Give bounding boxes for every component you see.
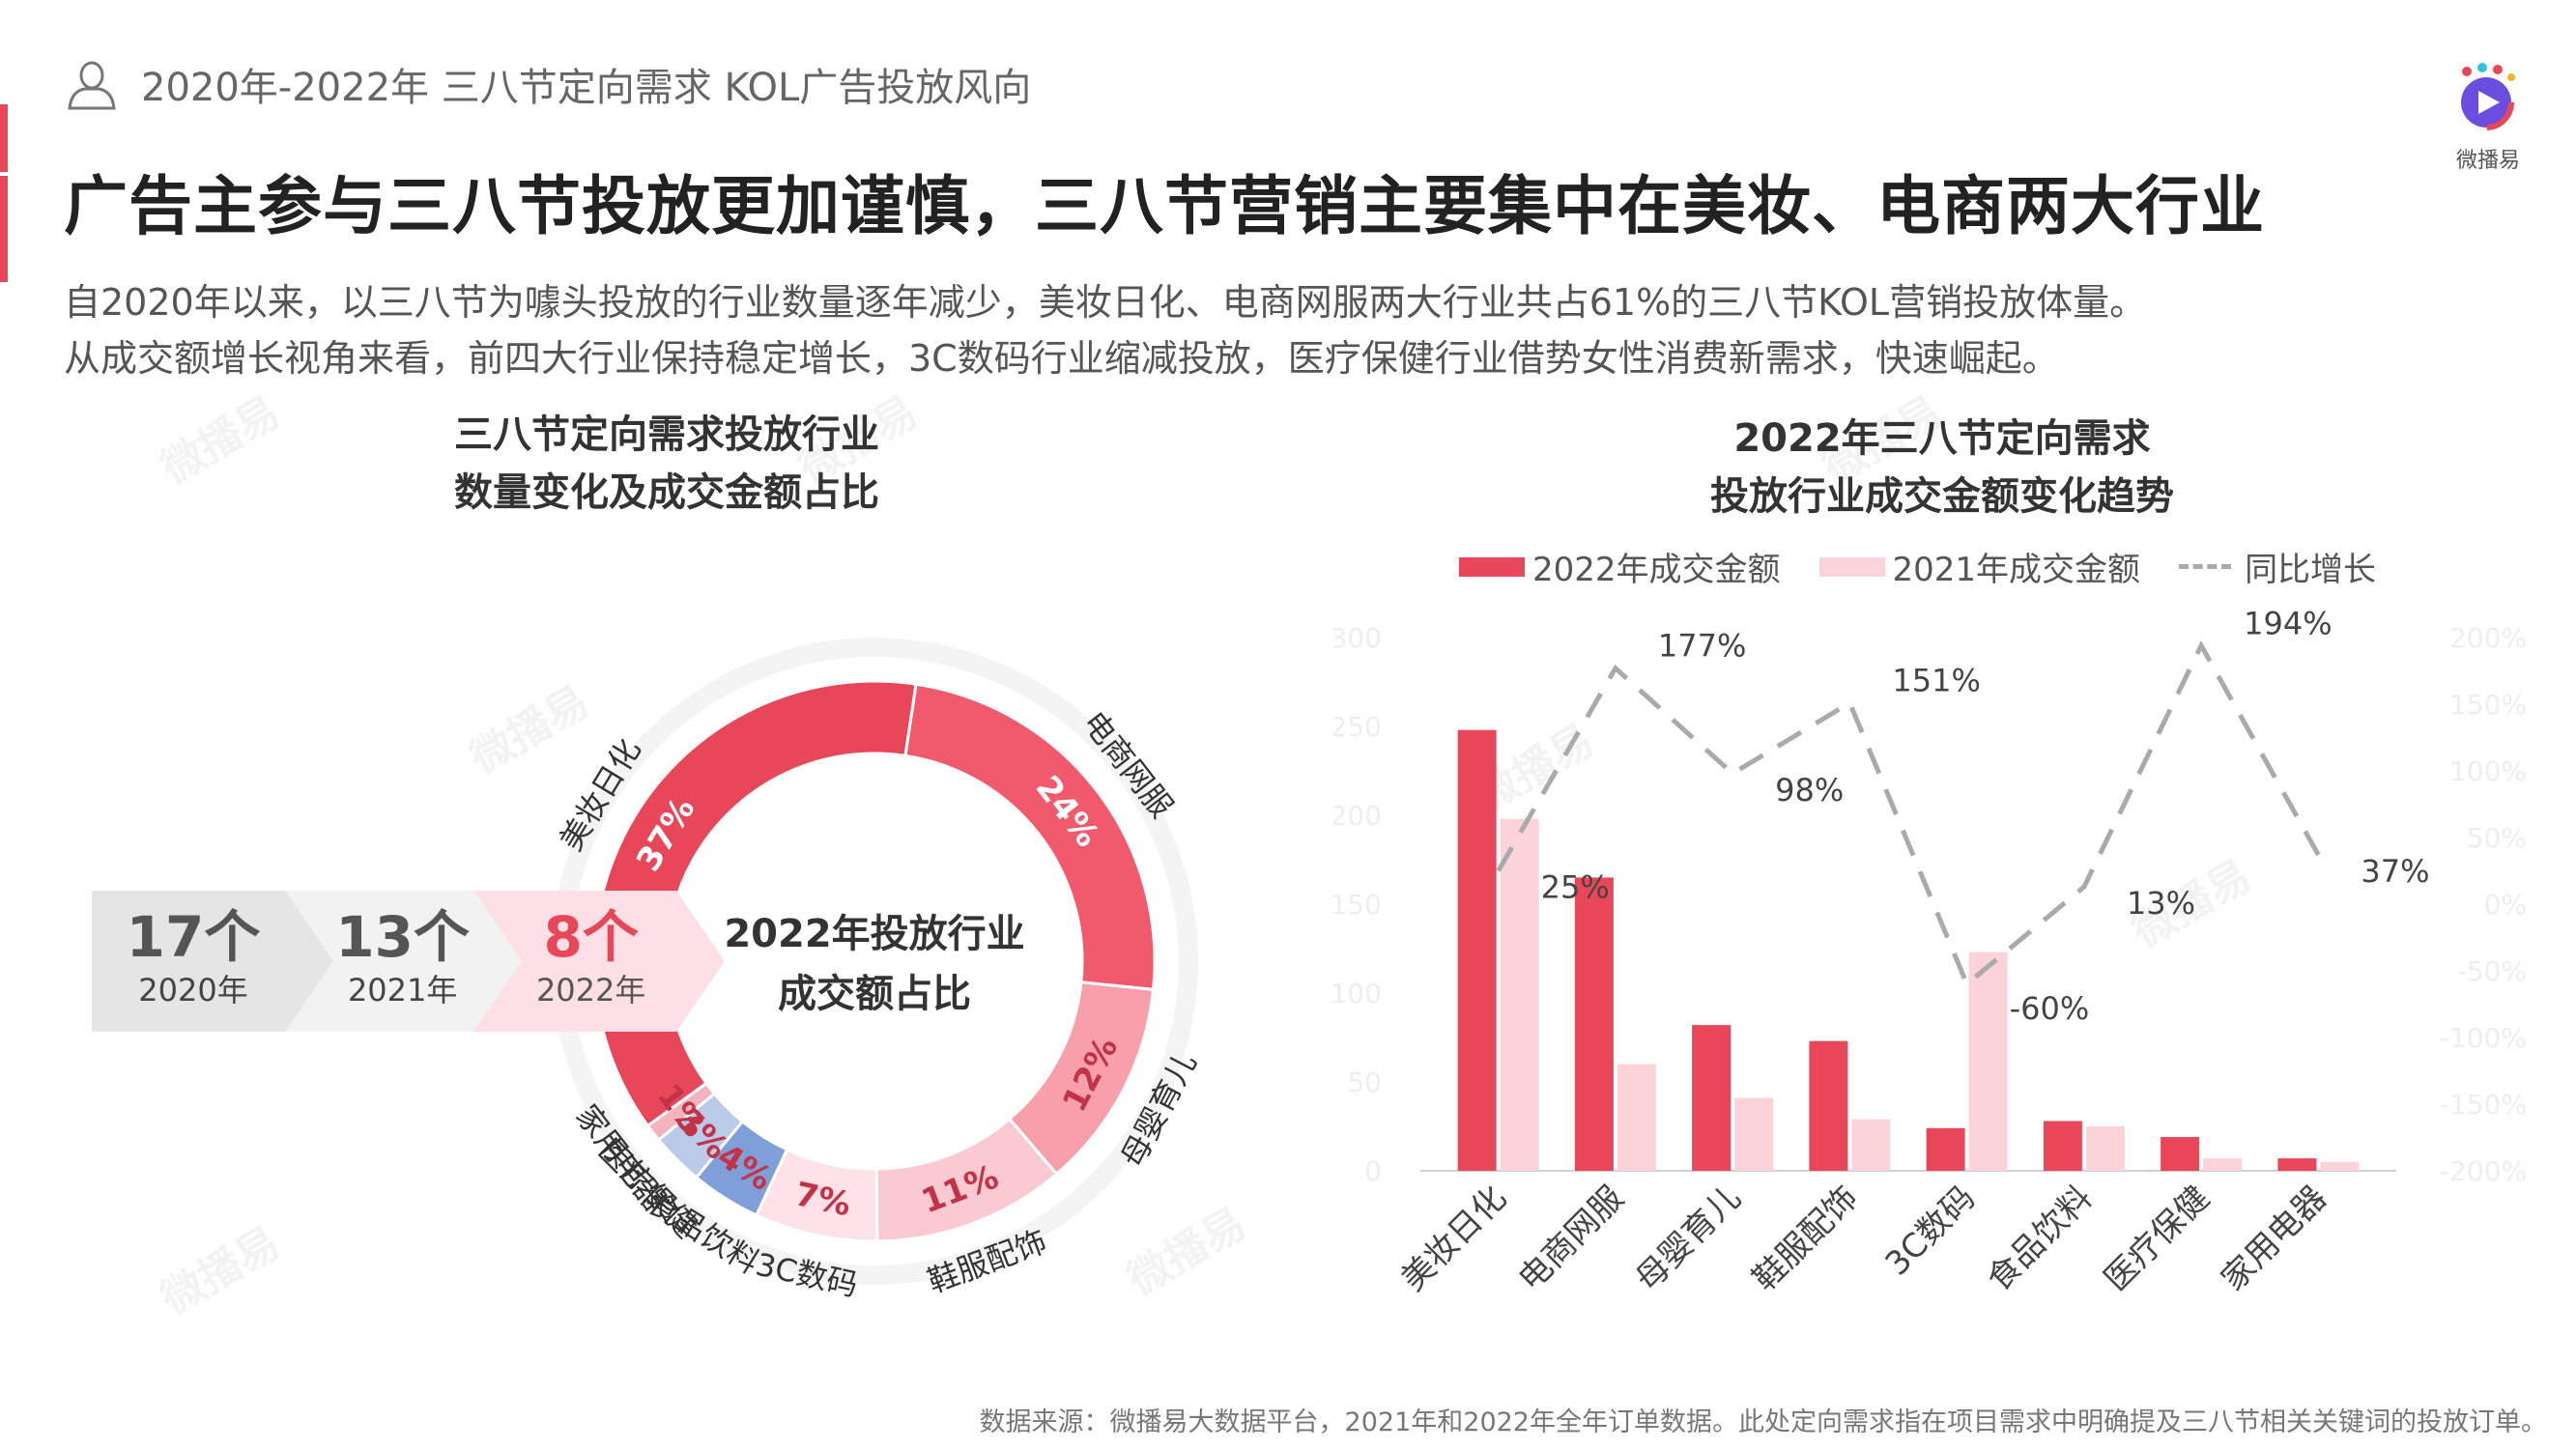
industry-count-value: 17个 <box>127 904 261 970</box>
donut-slice <box>903 682 1157 992</box>
y-tick-label: 100 <box>1333 978 1382 1009</box>
growth-label: 25% <box>1541 869 1610 906</box>
bar-2021 <box>1734 1097 1774 1171</box>
y2-tick-label: 50% <box>2467 822 2527 854</box>
bar-2022 <box>2043 1121 2082 1171</box>
x-tick-label: 鞋服配饰 <box>1745 1179 1865 1298</box>
description-line-2: 从成交额增长视角来看，前四大行业保持稳定增长，3C数码行业缩减投放，医疗保健行业… <box>64 337 2059 380</box>
industry-count-year: 2021年 <box>348 972 457 1009</box>
bar-axes: 0 50 100 150 200 250 300 -200% -150% -100% -50% 0% 5… <box>1333 622 2527 1187</box>
donut-center-label-2: 成交额占比 <box>778 972 971 1016</box>
count-arrow <box>92 891 343 1032</box>
y2-tick-label: 100% <box>2449 755 2527 787</box>
brand-logo: 微播易 <box>2435 60 2541 173</box>
bar-2022 <box>1457 729 1497 1171</box>
growth-line: 25% 177% 98% 151% -60% 13% 194% 37% <box>1496 605 2430 1027</box>
legend-swatch-2021 <box>1818 556 1885 577</box>
bar-2022 <box>1692 1025 1732 1171</box>
industry-count-year: 2022年 <box>536 972 645 1009</box>
x-tick-label: 食品饮料 <box>1980 1179 2100 1298</box>
donut-slice <box>645 1081 717 1143</box>
count-arrow <box>285 891 536 1032</box>
bar-2021 <box>1968 952 2008 1171</box>
right-chart-title-line-2: 投放行业成交金额变化趋势 <box>1710 474 2174 519</box>
description-line-1: 自2020年以来，以三八节为噱头投放的行业数量逐年减少，美妆日化、电商网服两大行… <box>64 281 2147 324</box>
brand-name: 微播易 <box>2455 149 2520 173</box>
bar-2021 <box>2320 1161 2360 1171</box>
user-outline-icon <box>68 61 116 110</box>
y2-tick-label: 0% <box>2484 889 2527 921</box>
growth-label: 98% <box>1775 772 1844 809</box>
play-logo-icon <box>2458 63 2515 130</box>
right-chart-title: 2022年三八节定向需求 投放行业成交金额变化趋势 <box>1633 410 2251 526</box>
x-tick-label: 母婴育儿 <box>1628 1179 1748 1298</box>
growth-line-path <box>1496 639 2321 988</box>
legend-swatch-2022 <box>1459 556 1525 577</box>
growth-label: 37% <box>2361 853 2429 890</box>
legend-item-2021: 2021年成交金额 <box>1818 543 2141 590</box>
y-tick-label: 50 <box>1347 1066 1382 1098</box>
left-chart-title: 三八节定向需求投放行业 数量变化及成交金额占比 <box>348 406 986 522</box>
bar-2022 <box>1926 1127 1965 1171</box>
donut-slices <box>592 679 1157 1243</box>
bar-2021 <box>1617 1064 1656 1171</box>
y2-tick-label: -100% <box>2440 1022 2527 1054</box>
growth-label: -60% <box>2010 990 2090 1027</box>
bar-line-chart: 0 50 100 150 200 250 300 -200% -150% -100% -50% 0% 5… <box>1333 605 2527 1298</box>
main-title: 广告主参与三八节投放更加谨慎，三八节营销主要集中在美妆、电商两大行业 <box>64 169 2265 243</box>
watermark: 微播易 <box>153 386 289 494</box>
bar-chart-legend: 2022年成交金额 2021年成交金额 同比增长 <box>1459 543 2415 590</box>
y-tick-label: 200 <box>1333 800 1382 832</box>
bar-2021 <box>2085 1126 2125 1171</box>
bar-2022 <box>1809 1040 1848 1171</box>
left-chart-title-line-2: 数量变化及成交金额占比 <box>454 470 879 515</box>
x-tick-label: 3C数码 <box>1878 1179 1983 1283</box>
x-tick-label: 医疗保健 <box>2097 1179 2217 1298</box>
industry-count-year: 2020年 <box>138 972 247 1009</box>
count-arrow <box>473 891 725 1032</box>
industry-count-value: 13个 <box>335 904 470 970</box>
growth-label: 13% <box>2127 885 2195 922</box>
y2-tick-label: 150% <box>2449 689 2527 721</box>
legend-item-2022: 2022年成交金额 <box>1459 543 1781 590</box>
y2-tick-label: -50% <box>2457 955 2527 987</box>
legend-label-2022: 2022年成交金额 <box>1532 551 1781 589</box>
header: 2020年-2022年 三八节定向需求 KOL广告投放风向 <box>64 50 1031 118</box>
donut-chart: 37%美妆日化 24%电商网服12%母婴育儿11%鞋服配饰7%3C数码4%食品饮料… <box>92 638 1204 1303</box>
y-tick-label: 300 <box>1333 622 1382 654</box>
growth-label: 177% <box>1658 628 1746 665</box>
header-title: 2020年-2022年 三八节定向需求 KOL广告投放风向 <box>141 66 1032 110</box>
y-tick-label: 0 <box>1364 1155 1382 1187</box>
accent-bar <box>0 104 8 172</box>
growth-label: 194% <box>2244 605 2332 641</box>
y2-tick-label: 200% <box>2449 622 2527 654</box>
x-tick-label: 美妆日化 <box>1394 1179 1514 1298</box>
growth-label: 151% <box>1892 663 1980 699</box>
y2-tick-label: -200% <box>2440 1155 2527 1187</box>
bar-2022 <box>1574 877 1614 1171</box>
legend-item-growth: 同比增长 <box>2179 543 2376 590</box>
right-chart-title-line-1: 2022年三八节定向需求 <box>1733 416 2151 461</box>
legend-swatch-growth <box>2179 564 2232 569</box>
legend-label-growth: 同比增长 <box>2245 551 2377 589</box>
donut-center-label-1: 2022年投放行业 <box>724 912 1024 956</box>
bar-2021 <box>2203 1158 2243 1171</box>
bar-2021 <box>1500 818 1539 1171</box>
bar-marks <box>1457 729 2360 1171</box>
bar-2022 <box>2277 1158 2317 1171</box>
y-tick-label: 150 <box>1333 889 1382 921</box>
y2-tick-label: -150% <box>2440 1089 2527 1121</box>
x-tick-label: 家用电器 <box>2214 1179 2333 1298</box>
x-tick-label: 电商网服 <box>1511 1179 1631 1298</box>
accent-bar <box>0 176 8 282</box>
legend-label-2021: 2021年成交金额 <box>1892 551 2141 589</box>
footnote: 数据来源：微播易大数据平台，2021年和2022年全年订单数据。此处定向需求指在… <box>979 1407 2547 1437</box>
industry-count-value: 8个 <box>543 904 638 970</box>
bar-2021 <box>1851 1119 1891 1171</box>
left-chart-title-line-1: 三八节定向需求投放行业 <box>454 412 879 457</box>
y-tick-label: 250 <box>1333 711 1382 743</box>
bar-2022 <box>2161 1137 2200 1171</box>
